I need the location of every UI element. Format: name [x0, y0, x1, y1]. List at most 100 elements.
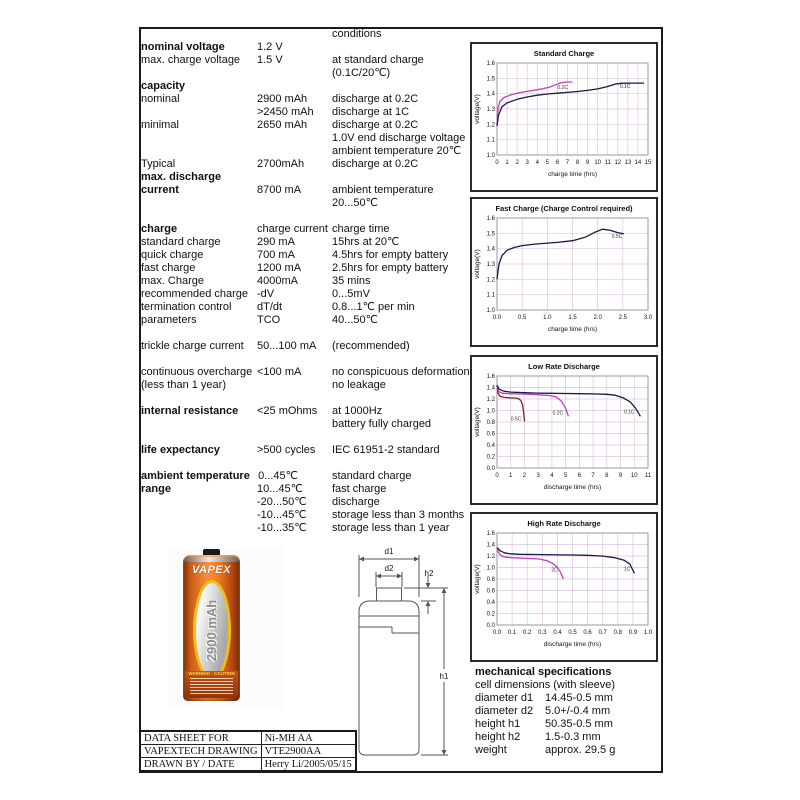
spec-condition: 0.8...1℃ per min	[332, 301, 415, 313]
spec-row: ambient temperature 20℃	[141, 145, 473, 158]
spec-value: 1200 mA	[257, 262, 302, 274]
spec-row: capacity	[141, 80, 473, 93]
y-tick-label: 1.2	[487, 277, 496, 283]
dim-label-h1: h1	[440, 672, 449, 681]
x-tick-label: 3.0	[644, 315, 653, 321]
spec-value: 2900 mAh	[257, 93, 308, 105]
x-tick-label: 5	[564, 473, 568, 479]
chart-panel: High Rate Discharge 0.0 0.1 0.2 0.3 0.4 0.5 0.6…	[470, 512, 658, 662]
chart-title: Fast Charge (Charge Control required)	[495, 204, 633, 213]
spec-row: -10...45℃ storage less than 3 months	[141, 509, 473, 522]
spec-condition: 40...50℃	[332, 314, 378, 326]
x-tick-label: 12	[614, 160, 621, 166]
mech-subtitle: cell dimensions (with sleeve)	[475, 679, 615, 691]
mech-value: 50.35-0.5 mm	[545, 718, 613, 730]
dim-label-d1: d1	[385, 547, 394, 556]
mech-row: height h2 1.5-0.3 mm	[475, 731, 660, 744]
y-tick-label: 1.5	[487, 231, 496, 237]
spec-row: minimal 2650 mAh discharge at 0.2C	[141, 119, 473, 132]
chart-plot: 0 1 2 3 4 5 6 7 8 9 10 11 0.0 0.2 0.4 0.6 0.8 1.0 1.2 1.4 1.…	[474, 374, 652, 491]
x-tick-label: 3	[537, 473, 541, 479]
spec-value: <100 mA	[257, 366, 302, 378]
table-row: DATA SHEET FOR Ni-MH AA	[139, 730, 357, 745]
x-tick-label: 0.0	[493, 315, 502, 321]
x-tick-label: 6	[578, 473, 582, 479]
y-tick-label: 0.8	[487, 577, 496, 583]
x-tick-label: 15	[645, 160, 652, 166]
spec-row: range 10...45℃ fast charge	[141, 483, 473, 496]
spec-condition: 0...5mV	[332, 288, 370, 300]
spec-label: ambient temperature	[141, 470, 250, 482]
x-tick-label: 9	[586, 160, 590, 166]
spec-condition: 4.5hrs for empty battery	[332, 249, 449, 261]
series-line	[496, 228, 624, 280]
spec-value: 2700mAh	[257, 158, 305, 170]
dim-label-h2: h2	[425, 569, 434, 578]
series-line	[496, 386, 526, 422]
x-tick-label: 0.3	[538, 630, 547, 636]
mech-label: weight	[475, 744, 507, 756]
spec-row: nominal voltage 1.2 V	[141, 41, 473, 54]
x-tick-label: 13	[625, 160, 632, 166]
diagram-arrowheads	[359, 556, 447, 755]
spec-row: standard charge 290 mA 15hrs at 20℃	[141, 236, 473, 249]
spec-row: continuous overcharge <100 mA no conspicuo…	[141, 366, 473, 379]
spec-row	[141, 431, 473, 444]
mech-value: approx. 29.5 g	[545, 744, 616, 756]
spec-condition: discharge at 1C	[332, 106, 410, 118]
x-tick-label: 1.5	[568, 315, 577, 321]
spec-condition: discharge at 0.2C	[332, 93, 419, 105]
spec-label: minimal	[141, 119, 179, 131]
x-tick-label: 6	[556, 160, 560, 166]
spec-row: max. charge voltage 1.5 V at standard char…	[141, 54, 473, 67]
series-label: 0.1C	[624, 409, 635, 415]
y-tick-label: 1.2	[487, 397, 496, 403]
spec-label: range	[141, 483, 171, 495]
x-tick-label: 0	[495, 160, 499, 166]
y-tick-label: 0.2	[487, 612, 496, 618]
y-axis-title: voltage(V)	[474, 94, 481, 124]
spec-row	[141, 353, 473, 366]
spec-row: (less than 1 year) no leakage	[141, 379, 473, 392]
y-tick-label: 1.6	[487, 216, 496, 222]
y-tick-label: 1.4	[487, 92, 496, 98]
chart-title: Standard Charge	[533, 49, 595, 58]
info-value: Herry Li/2005/05/15	[260, 757, 357, 772]
spec-label: capacity	[141, 80, 186, 92]
mech-label: height h1	[475, 718, 521, 730]
spec-row: battery fully charged	[141, 418, 473, 431]
series-line	[496, 548, 564, 580]
x-tick-label: 1.0	[543, 315, 552, 321]
x-tick-label: 0.5	[568, 630, 577, 636]
spec-row	[141, 457, 473, 470]
x-axis-title: charge time (hrs)	[548, 326, 597, 333]
chart-title: High Rate Discharge	[527, 519, 601, 528]
mech-value: 14.45-0.5 mm	[545, 692, 613, 704]
spec-condition: 2.5hrs for empty battery	[332, 262, 449, 274]
battery-fine-print-lines	[190, 678, 233, 695]
y-tick-label: 0.0	[487, 623, 496, 629]
table-row: DRAWN BY / DATE Herry Li/2005/05/15	[139, 757, 357, 772]
mech-row: diameter d1 14.45-0.5 mm	[475, 692, 660, 705]
spec-row	[141, 392, 473, 405]
spec-label: nominal	[141, 93, 180, 105]
spec-value: 10...45℃	[257, 483, 303, 495]
spec-condition: at 1000Hz	[332, 405, 383, 417]
spec-label: parameters	[141, 314, 197, 326]
y-tick-label: 1.6	[487, 61, 496, 67]
spec-label: Typical	[141, 158, 176, 170]
spec-value: 700 mA	[257, 249, 295, 261]
spec-condition: charge time	[332, 223, 390, 235]
y-axis-title: voltage(V)	[474, 249, 481, 279]
page-border	[139, 27, 663, 773]
spec-condition: ambient temperature 20℃	[332, 145, 462, 157]
spec-row: current 8700 mA ambient temperature	[141, 184, 473, 197]
spec-value: -dV	[257, 288, 275, 300]
plot-border	[496, 375, 649, 469]
spec-value: 4000mA	[257, 275, 298, 287]
x-tick-label: 2.5	[619, 315, 628, 321]
x-tick-label: 4	[536, 160, 540, 166]
spec-row: trickle charge current 50...100 mA (recomm…	[141, 340, 473, 353]
info-value: VTE2900AA	[260, 744, 357, 758]
y-tick-label: 0.8	[487, 420, 496, 426]
